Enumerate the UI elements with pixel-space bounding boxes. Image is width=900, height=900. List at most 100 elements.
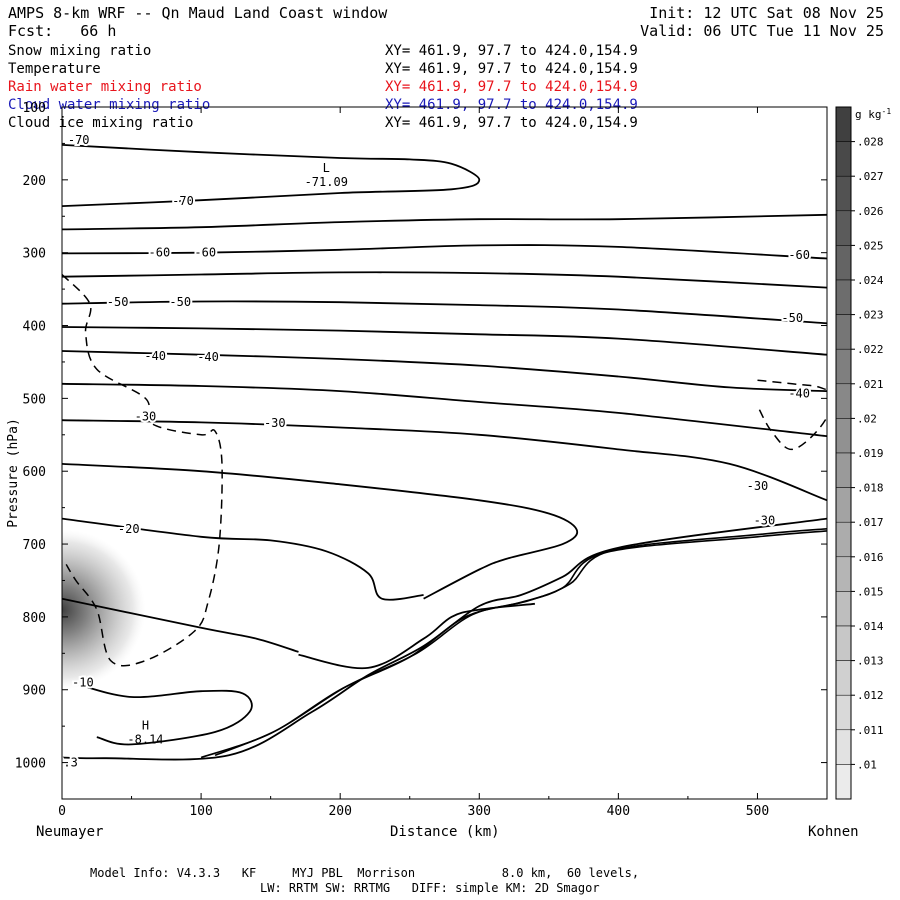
field-xy-range: XY= 461.9, 97.7 to 424.0,154.9 bbox=[385, 115, 638, 131]
init-time: Init: 12 UTC Sat 08 Nov 25 bbox=[649, 4, 884, 22]
temperature-contour bbox=[62, 419, 827, 502]
cloud-ice-contour bbox=[756, 379, 827, 451]
contour-label: -60 bbox=[788, 248, 810, 262]
y-tick-label: 400 bbox=[23, 320, 46, 335]
contour-label: -50 bbox=[781, 311, 803, 325]
field-xy-range: XY= 461.9, 97.7 to 424.0,154.9 bbox=[385, 97, 638, 113]
contour-label: -40 bbox=[788, 386, 810, 400]
colorbar-swatch bbox=[835, 106, 852, 142]
contour-label: -50 bbox=[169, 295, 191, 309]
y-tick-label: 700 bbox=[23, 538, 46, 553]
right-endpoint-label: Kohnen bbox=[808, 824, 859, 840]
temperature-contour bbox=[62, 300, 827, 325]
colorbar-swatch bbox=[835, 521, 852, 558]
colorbar-level-label: .025 bbox=[857, 239, 884, 252]
field-xy-range: XY= 461.9, 97.7 to 424.0,154.9 bbox=[385, 61, 638, 77]
contour-label: -50 bbox=[107, 295, 129, 309]
field-name: Cloud water mixing ratio bbox=[8, 97, 211, 113]
y-tick-label: 1000 bbox=[15, 757, 46, 772]
snow-shading bbox=[62, 529, 146, 690]
field-name: Cloud ice mixing ratio bbox=[8, 115, 194, 131]
colorbar-level-label: .027 bbox=[857, 170, 884, 183]
y-tick-label: 900 bbox=[23, 684, 46, 699]
colorbar-level-label: .028 bbox=[857, 136, 884, 149]
y-axis-title: Pressure (hPa) bbox=[6, 418, 21, 528]
plot-area: -70 -70 -60 -60 -60 -50 -50 -50 -40 -40 -40 -30 -30 -… bbox=[49, 131, 827, 772]
y-tick-label: 500 bbox=[23, 392, 46, 407]
contour-label: -40 bbox=[144, 349, 166, 363]
colorbar-level-label: .022 bbox=[857, 343, 884, 356]
model-info-line-2: LW: RRTM SW: RRTMG DIFF: simple KM: 2D S… bbox=[260, 881, 600, 895]
colorbar-level-label: .021 bbox=[857, 378, 884, 391]
colorbar-swatch bbox=[835, 245, 852, 281]
x-tick-label: 200 bbox=[328, 804, 351, 819]
forecast-hour: Fcst: 66 h bbox=[8, 22, 117, 40]
temperature-contour bbox=[62, 382, 827, 438]
chart-title: AMPS 8-km WRF -- Qn Maud Land Coast wind… bbox=[8, 4, 388, 22]
colorbar-unit-exponent: -1 bbox=[882, 107, 892, 116]
colorbar-level-label: .016 bbox=[857, 551, 884, 564]
plot-frame bbox=[61, 106, 828, 800]
colorbar-level-label: .013 bbox=[857, 655, 884, 668]
colorbar-unit: g kg-1 bbox=[855, 107, 891, 121]
colorbar-swatch bbox=[835, 141, 852, 177]
colorbar-swatch bbox=[835, 487, 852, 523]
y-tick-label: 100 bbox=[23, 101, 46, 116]
contour-label: -30 bbox=[754, 514, 776, 528]
colorbar-swatch bbox=[835, 591, 852, 627]
temperature-contour bbox=[62, 517, 424, 601]
colorbar-swatch bbox=[835, 210, 852, 246]
contour-label: -70 bbox=[172, 194, 194, 208]
contour-label: -60 bbox=[149, 246, 171, 260]
colorbar-swatch bbox=[835, 556, 852, 592]
cloud-ice-contour bbox=[62, 273, 223, 667]
contour-label: -70 bbox=[68, 133, 90, 147]
colorbar-swatch bbox=[835, 175, 852, 212]
valid-time: Valid: 06 UTC Tue 11 Nov 25 bbox=[640, 22, 884, 40]
contour-label: -30 bbox=[264, 416, 286, 430]
field-name: Rain water mixing ratio bbox=[8, 79, 202, 95]
contour-label: -20 bbox=[118, 522, 140, 536]
extremum-value: -8.14 bbox=[127, 732, 163, 746]
y-tick-label: 200 bbox=[23, 174, 46, 189]
x-tick-label: 300 bbox=[468, 804, 491, 819]
colorbar-swatch bbox=[835, 314, 852, 350]
colorbar-level-label: .012 bbox=[857, 689, 884, 702]
colorbar-swatch bbox=[835, 729, 852, 765]
field-xy-range: XY= 461.9, 97.7 to 424.0,154.9 bbox=[385, 79, 638, 95]
contour-label: 12.3 bbox=[49, 756, 78, 770]
temperature-contour bbox=[62, 326, 827, 356]
colorbar-swatch bbox=[835, 625, 852, 661]
colorbar-level-label: .015 bbox=[857, 585, 884, 598]
temperature-contour bbox=[62, 213, 827, 231]
extremum-marker: H bbox=[142, 718, 149, 732]
x-axis-title: Distance (km) bbox=[390, 824, 500, 840]
contour-label: -60 bbox=[194, 246, 216, 260]
y-tick-label: 800 bbox=[23, 611, 46, 626]
colorbar-swatch bbox=[835, 383, 852, 419]
x-tick-label: 0 bbox=[58, 804, 66, 819]
colorbar-swatch bbox=[835, 348, 852, 385]
model-info-line-1: Model Info: V4.3.3 KF MYJ PBL Morrison 8… bbox=[90, 866, 640, 880]
colorbar-level-label: .023 bbox=[857, 309, 884, 322]
colorbar-level-label: .026 bbox=[857, 205, 884, 218]
colorbar-swatch bbox=[835, 694, 852, 731]
temperature-contour bbox=[62, 597, 299, 653]
y-tick-label: 600 bbox=[23, 465, 46, 480]
colorbar-level-label: .014 bbox=[857, 620, 884, 633]
temperature-contour bbox=[62, 517, 827, 761]
colorbar-level-label: .017 bbox=[857, 516, 884, 529]
extremum-marker: L bbox=[323, 161, 330, 175]
colorbar-swatch bbox=[835, 279, 852, 315]
x-tick-label: 400 bbox=[607, 804, 630, 819]
contour-label: -10 bbox=[72, 675, 94, 689]
colorbar-swatch bbox=[835, 660, 852, 696]
left-endpoint-label: Neumayer bbox=[36, 824, 104, 840]
extremum-value: -71.09 bbox=[305, 175, 348, 189]
terrain-contour bbox=[214, 528, 827, 757]
field-xy-range: XY= 461.9, 97.7 to 424.0,154.9 bbox=[385, 43, 638, 59]
temperature-contour bbox=[62, 244, 827, 260]
x-tick-label: 100 bbox=[189, 804, 212, 819]
colorbar-level-label: .01 bbox=[857, 758, 877, 771]
